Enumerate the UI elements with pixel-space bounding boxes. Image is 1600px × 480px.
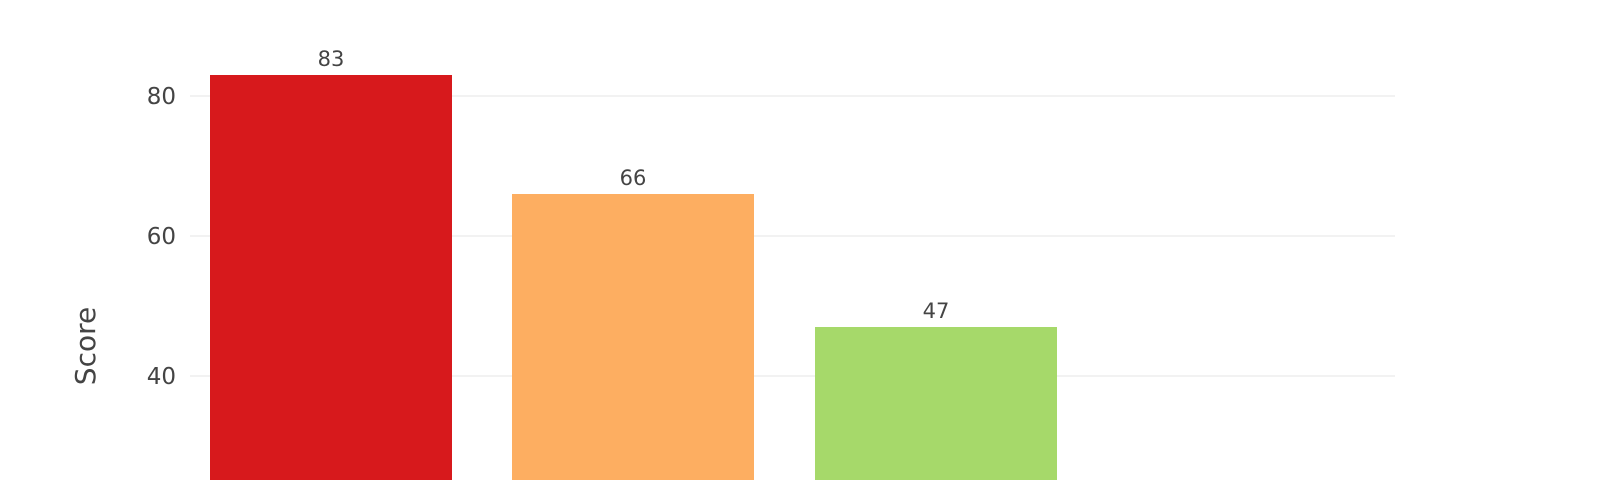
bar-value-label-1: 83	[318, 47, 345, 71]
bar-1[interactable]	[210, 75, 452, 480]
y-tick-label-40: 40	[147, 364, 176, 390]
bar-value-label-2: 66	[620, 166, 647, 190]
y-tick-label-80: 80	[147, 84, 176, 110]
data-labels: 83 66 47	[318, 47, 950, 323]
bar-value-label-3: 47	[923, 299, 950, 323]
bar-3[interactable]	[815, 327, 1057, 480]
y-axis-title: Score	[69, 307, 102, 385]
y-tick-label-60: 60	[147, 224, 176, 250]
bar-2[interactable]	[512, 194, 754, 480]
bars	[210, 75, 1057, 480]
y-axis-ticks: 40 60 80	[147, 84, 176, 390]
